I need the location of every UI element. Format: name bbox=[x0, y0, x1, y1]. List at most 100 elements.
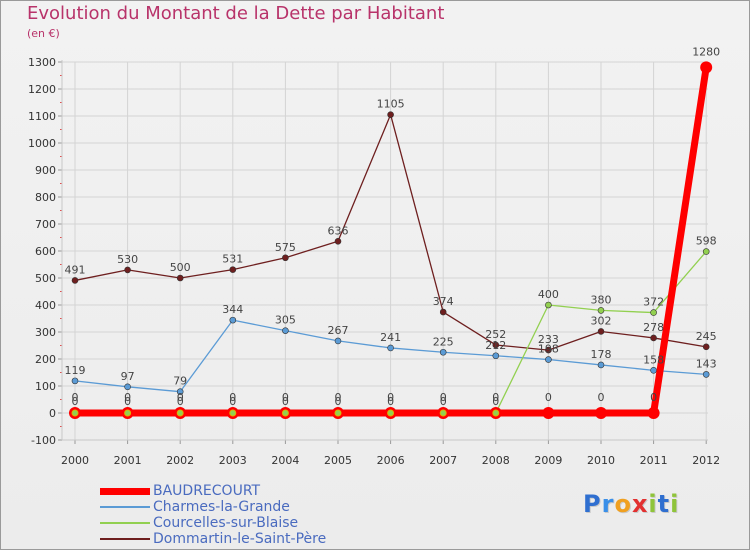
x-tick-label: 2004 bbox=[271, 454, 299, 467]
data-point-dommartin-le-saint-p-re bbox=[545, 346, 552, 354]
data-point-charmes-la-grande bbox=[229, 316, 237, 324]
data-point-charmes-la-grande bbox=[492, 352, 500, 360]
data-label-dommartin: 500 bbox=[170, 261, 191, 274]
data-point-courcelles-overlay bbox=[124, 409, 132, 417]
logo-letter: o bbox=[614, 490, 632, 518]
series bbox=[69, 61, 713, 419]
legend-label-charmes: Charmes-la-Grande bbox=[153, 499, 290, 515]
y-tick-label: 900 bbox=[35, 164, 56, 177]
data-label-courcelles: 0 bbox=[440, 395, 447, 408]
data-label-courcelles: 372 bbox=[643, 296, 664, 309]
data-label-courcelles: 0 bbox=[177, 395, 184, 408]
data-label-charmes: 158 bbox=[643, 353, 664, 366]
data-point-charmes-la-grande bbox=[176, 388, 184, 395]
y-tick-label: 1300 bbox=[28, 56, 56, 69]
data-point-dommartin-le-saint-p-re bbox=[439, 308, 447, 316]
data-label-courcelles: 0 bbox=[492, 395, 499, 408]
data-point-charmes-la-grande bbox=[124, 383, 131, 391]
y-tick-label: 100 bbox=[35, 380, 56, 393]
logo-letter: x bbox=[631, 490, 649, 518]
logo-letter: i bbox=[648, 490, 658, 518]
data-label-courcelles: 0 bbox=[229, 395, 236, 408]
y-tick-label: 300 bbox=[35, 326, 56, 339]
data-point-dommartin-le-saint-p-re bbox=[492, 341, 500, 349]
data-label-courcelles: 0 bbox=[72, 395, 79, 408]
data-point-courcelles-overlay bbox=[176, 409, 184, 417]
logo-letter: P bbox=[583, 490, 602, 518]
x-tick-label: 2005 bbox=[324, 454, 352, 467]
logo-letter: i bbox=[670, 490, 680, 518]
data-label-charmes: 143 bbox=[696, 357, 717, 370]
x-tick-label: 2006 bbox=[377, 454, 405, 467]
data-point-courcelles-sur-blaise bbox=[597, 307, 605, 314]
data-point-charmes-la-grande bbox=[439, 348, 447, 356]
data-label-baudrecourt: 0 bbox=[545, 391, 552, 404]
data-point-courcelles-overlay bbox=[71, 409, 79, 417]
data-label-charmes: 241 bbox=[380, 331, 401, 344]
data-label-dommartin: 252 bbox=[485, 328, 506, 341]
data-point-courcelles-sur-blaise bbox=[545, 301, 552, 309]
data-point-dommartin-le-saint-p-re bbox=[387, 111, 394, 118]
data-label-courcelles: 0 bbox=[387, 395, 394, 408]
data-point-baudrecourt bbox=[542, 407, 555, 419]
data-point-dommartin-le-saint-p-re bbox=[597, 328, 605, 335]
data-label-baudrecourt: 0 bbox=[72, 391, 79, 404]
axes: -100010020030040050060070080090010001100… bbox=[28, 56, 720, 467]
data-label-baudrecourt: 0 bbox=[650, 391, 657, 404]
data-label-baudrecourt: 0 bbox=[229, 391, 236, 404]
legend-label-baudrecourt: BAUDRECOURT bbox=[153, 483, 261, 499]
data-point-charmes-la-grande bbox=[71, 377, 79, 385]
data-label-charmes: 305 bbox=[275, 314, 296, 327]
data-point-courcelles-overlay bbox=[387, 409, 395, 417]
data-label-courcelles: 400 bbox=[538, 288, 559, 301]
data-point-dommartin-le-saint-p-re bbox=[334, 237, 342, 245]
x-tick-label: 2000 bbox=[61, 454, 89, 467]
legend-item-courcelles: Courcelles-sur-Blaise bbox=[100, 515, 326, 531]
data-labels: 491 530 500 531 575 636 1105 374 252 233 302 278 245… bbox=[65, 45, 721, 408]
data-label-charmes: 79 bbox=[173, 375, 187, 388]
legend-label-dommartin: Dommartin-le-Saint-Père bbox=[153, 531, 327, 547]
y-tick-label: 400 bbox=[35, 299, 56, 312]
data-label-dommartin: 302 bbox=[591, 314, 612, 327]
data-label-courcelles: 598 bbox=[696, 235, 717, 248]
chart-subtitle: (en €) bbox=[27, 27, 60, 40]
data-point-dommartin-le-saint-p-re bbox=[702, 343, 710, 351]
y-tick-label: 1200 bbox=[28, 83, 56, 96]
data-label-dommartin: 636 bbox=[328, 224, 349, 237]
legend-swatch-baudrecourt bbox=[100, 487, 150, 495]
x-tick-label: 2001 bbox=[114, 454, 142, 467]
legend-swatch-dommartin bbox=[100, 538, 150, 540]
data-point-dommartin-le-saint-p-re bbox=[71, 277, 79, 284]
legend: BAUDRECOURT Charmes-la-Grande Courcelles… bbox=[100, 483, 326, 547]
chart-title: Evolution du Montant de la Dette par Hab… bbox=[27, 3, 445, 24]
legend-swatch-charmes bbox=[100, 506, 150, 508]
data-label-dommartin: 233 bbox=[538, 333, 559, 346]
data-label-courcelles: 380 bbox=[591, 293, 612, 306]
data-point-charmes-la-grande bbox=[702, 371, 710, 378]
data-label-baudrecourt: 0 bbox=[177, 391, 184, 404]
data-label-charmes: 119 bbox=[65, 364, 86, 377]
grid bbox=[62, 61, 708, 441]
y-tick-label: 700 bbox=[35, 218, 56, 231]
data-point-charmes-la-grande bbox=[387, 344, 394, 352]
data-label-dommartin: 491 bbox=[65, 263, 86, 276]
data-point-charmes-la-grande bbox=[334, 337, 342, 345]
data-point-baudrecourt bbox=[595, 407, 607, 419]
data-label-charmes: 212 bbox=[485, 339, 506, 352]
legend-item-charmes: Charmes-la-Grande bbox=[100, 499, 326, 515]
proxiti-logo: Proxiti bbox=[583, 490, 679, 518]
data-point-courcelles-overlay bbox=[281, 409, 289, 417]
x-tick-label: 2011 bbox=[640, 454, 668, 467]
x-tick-label: 2012 bbox=[692, 454, 720, 467]
data-label-baudrecourt: 1280 bbox=[692, 45, 720, 58]
data-label-baudrecourt: 0 bbox=[282, 391, 289, 404]
data-point-courcelles-overlay bbox=[334, 409, 342, 417]
y-tick-label: 1000 bbox=[28, 137, 56, 150]
data-point-dommartin-le-saint-p-re bbox=[229, 266, 237, 273]
data-label-baudrecourt: 0 bbox=[387, 391, 394, 404]
data-label-baudrecourt: 0 bbox=[335, 391, 342, 404]
data-point-charmes-la-grande bbox=[650, 367, 657, 374]
data-label-dommartin: 374 bbox=[433, 295, 454, 308]
data-label-dommartin: 278 bbox=[643, 321, 664, 334]
